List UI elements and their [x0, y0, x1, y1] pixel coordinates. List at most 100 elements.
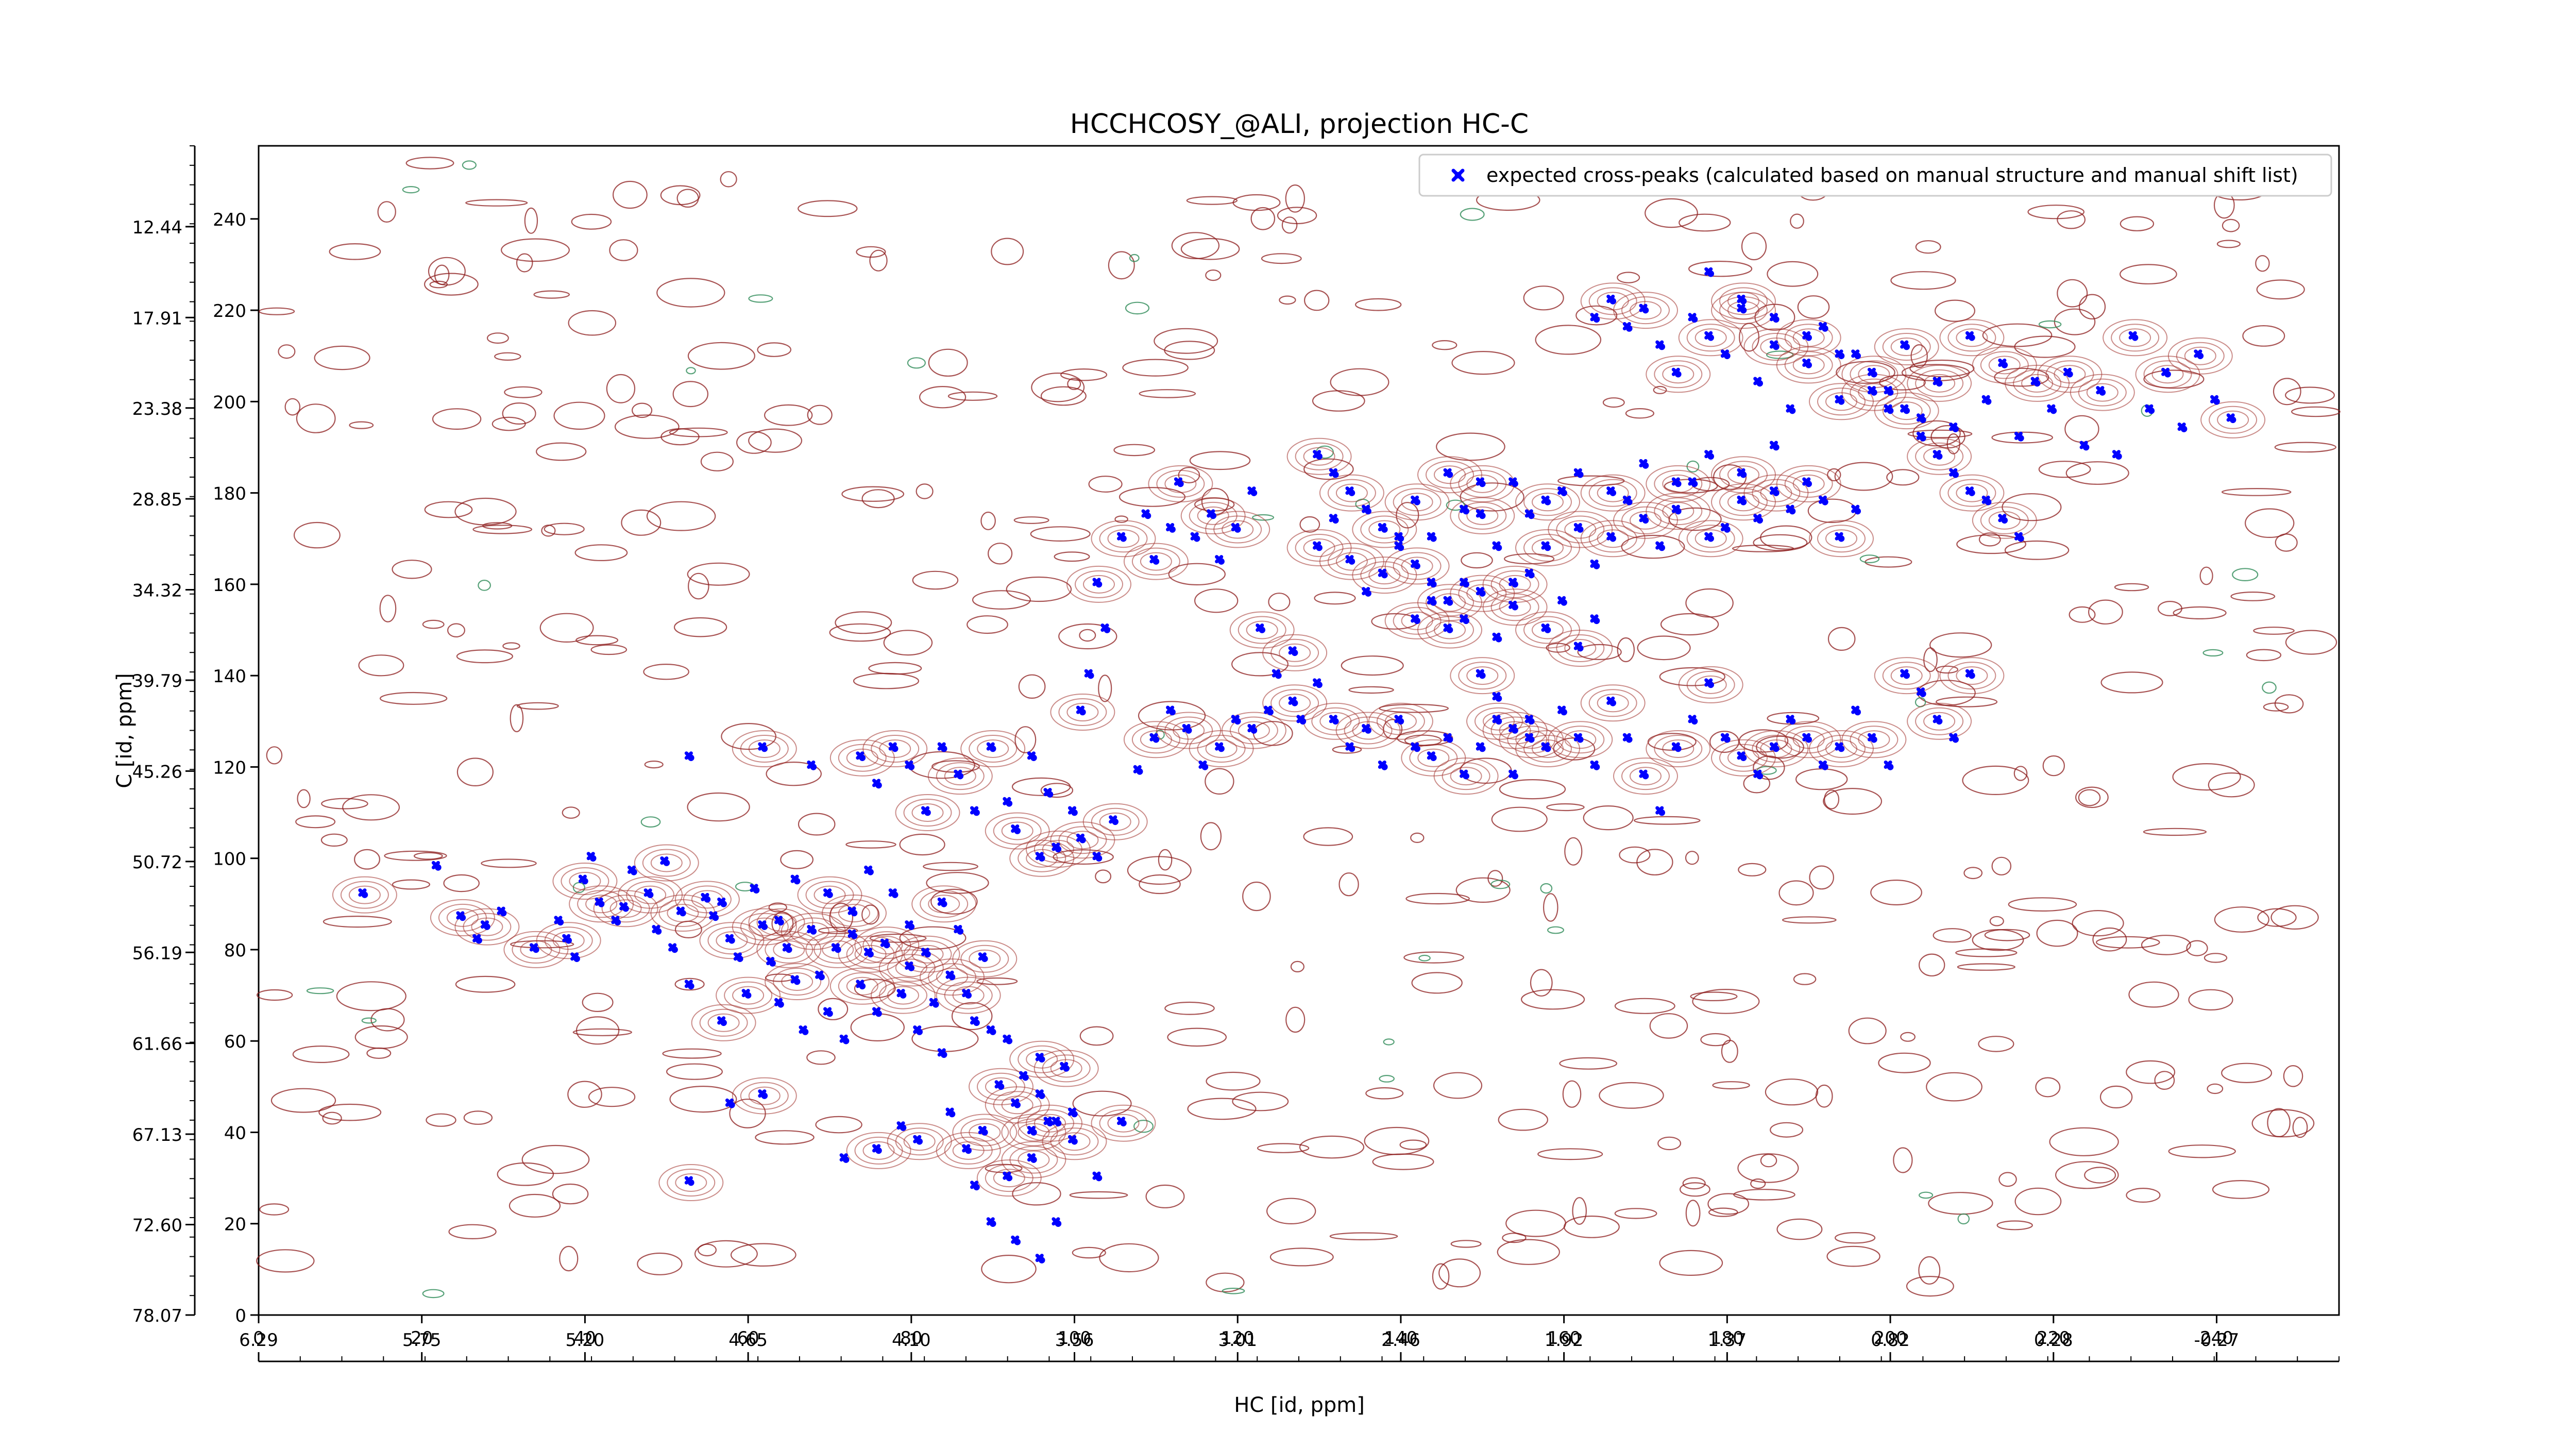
peak-contour [707, 926, 756, 955]
peak-contour [1401, 557, 1433, 576]
cross-peak-marker [1818, 760, 1828, 770]
noise-contour [1936, 696, 1998, 707]
noise-contour [1826, 1245, 1880, 1267]
peak-contour [1417, 584, 1482, 621]
noise-contour [919, 386, 967, 409]
peak-contour [846, 1132, 911, 1169]
cross-peak-marker [1076, 833, 1086, 844]
peak-contour [977, 1072, 1025, 1101]
noise-contour [1405, 892, 1470, 905]
x-ppm-tick-label: 0.82 [1871, 1330, 1910, 1351]
cross-peak-marker [660, 856, 670, 866]
peak-contour [1033, 1050, 1099, 1087]
cross-peak-marker [1460, 614, 1469, 625]
noise-contour [1741, 232, 1767, 261]
noise-contour [2157, 600, 2182, 616]
cross-peak-marker [1524, 509, 1535, 519]
peak-contour [1034, 1114, 1066, 1133]
peak-contour [903, 940, 952, 968]
peak-contour [1580, 684, 1646, 722]
noise-contour [2128, 981, 2179, 1008]
cross-peak-marker [1296, 715, 1307, 725]
peak-contour [1597, 694, 1629, 713]
noise-contour [780, 850, 814, 869]
peak-contour [936, 976, 1001, 1014]
cross-peak-marker [1052, 1217, 1062, 1227]
noise-contour [806, 1050, 836, 1065]
peak-contour [1654, 360, 1703, 389]
peak-contour [1091, 807, 1140, 836]
peak-contour [667, 1169, 716, 1197]
cross-peak-marker [1965, 486, 1975, 496]
noise-contour [1145, 1184, 1185, 1208]
cross-peak-marker [1166, 523, 1176, 533]
peak-contour [1980, 351, 2029, 379]
noise-contour [1795, 768, 1848, 790]
cross-peak-marker [1998, 358, 2008, 368]
peak-contour [650, 853, 683, 872]
cross-peak-marker [668, 943, 678, 953]
legend-marker [1451, 169, 1465, 182]
noise-contour [1303, 290, 1330, 311]
noise-contour [697, 1243, 717, 1257]
cross-peak-marker [1003, 1034, 1013, 1044]
noise-contour [574, 544, 628, 561]
peak-contour [585, 895, 618, 914]
noise-contour [366, 1047, 392, 1059]
negative-contour [572, 882, 586, 894]
noise-contour [798, 200, 858, 217]
peak-contour [1295, 442, 1344, 470]
noise-contour [2008, 897, 2077, 912]
peak-contour [1091, 520, 1156, 558]
noise-contour [2126, 1188, 2161, 1203]
plot-frame [258, 145, 2340, 1316]
peak-contour [1947, 324, 1996, 352]
peak-contour [887, 986, 919, 1005]
cross-peak-marker [1427, 596, 1437, 606]
peak-contour [944, 981, 993, 1009]
noise-contour [465, 199, 528, 207]
cross-peak-marker [1166, 705, 1176, 716]
cross-peak-marker [627, 865, 637, 875]
peak-contour [1784, 469, 1833, 498]
noise-contour [494, 352, 521, 361]
cross-peak-marker [1182, 724, 1192, 734]
negative-contour [462, 160, 477, 170]
noise-contour [1827, 468, 1841, 482]
cross-peak-marker [1198, 760, 1209, 770]
cross-peak-marker [578, 874, 588, 885]
cross-peak-marker [799, 1025, 809, 1035]
noise-contour [318, 1103, 382, 1121]
cross-peak-marker [945, 970, 956, 981]
noise-contour [1621, 534, 1685, 559]
peak-contour [1646, 465, 1711, 502]
cross-peak-marker [962, 1144, 972, 1154]
noise-contour [1108, 251, 1135, 280]
cross-peak-marker [774, 998, 784, 1008]
cross-peak-marker [684, 1176, 694, 1186]
peak-contour [1817, 525, 1866, 553]
peak-contour [732, 1077, 797, 1115]
peak-contour [716, 976, 781, 1014]
peak-contour [1009, 1145, 1058, 1174]
cross-peak-marker [1802, 331, 1812, 341]
peak-contour [969, 1123, 1001, 1142]
peak-contour [1784, 324, 1833, 352]
cross-peak-marker [2014, 532, 2024, 542]
peak-contour [1939, 657, 2005, 695]
noise-contour [606, 374, 636, 403]
noise-contour [2283, 1065, 2303, 1087]
noise-contour [314, 345, 370, 370]
cross-peak-marker [1035, 1053, 1045, 1063]
cross-peak-marker [2030, 377, 2041, 387]
cross-peak-marker [1753, 769, 1763, 780]
y-tick-label: 40 [224, 1123, 246, 1143]
peak-contour [1009, 839, 1075, 877]
cross-peak-marker [970, 1181, 980, 1191]
noise-contour [687, 342, 756, 370]
peak-contour [1180, 497, 1246, 534]
peak-contour [838, 935, 903, 973]
cross-peak-marker [1149, 733, 1160, 743]
noise-contour [1583, 805, 1634, 831]
cross-peak-marker [554, 916, 564, 926]
